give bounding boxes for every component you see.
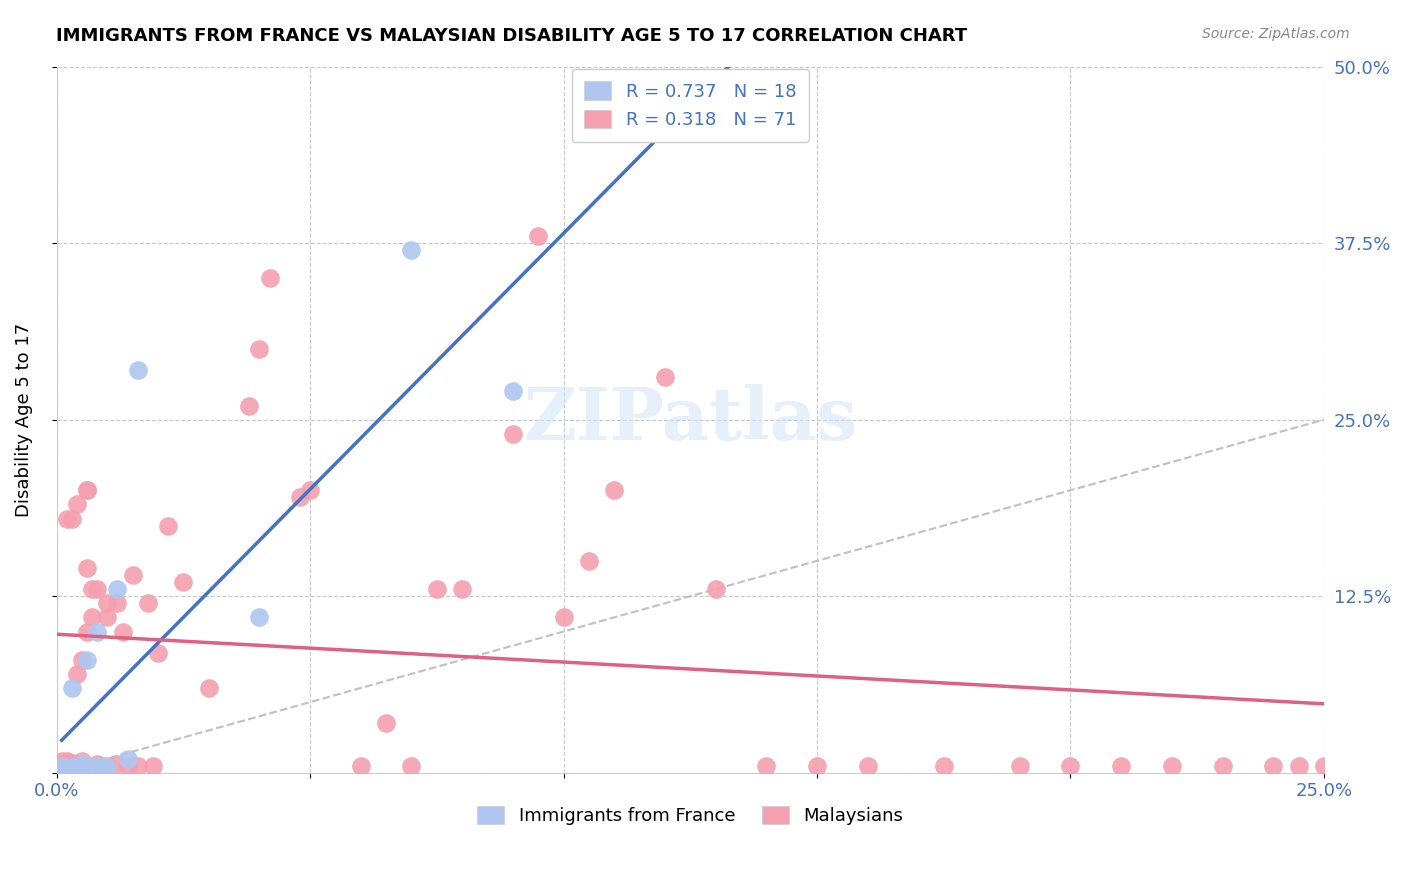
Point [1313,758,1336,772]
Point [197,681,219,695]
Point [127,758,149,772]
Point [96,610,118,624]
Point [96,758,118,772]
Point [299,483,322,498]
Point [86,582,108,596]
Point [117,758,139,772]
Point [527,229,550,244]
Point [1008,758,1031,772]
Point [157,518,180,533]
Point [60,758,83,772]
Point [401,758,423,772]
Point [70,757,93,772]
Point [82,610,104,624]
Point [121,568,143,582]
Point [76,653,98,667]
Point [603,483,626,498]
Point [426,582,449,596]
Point [111,624,134,639]
Point [932,758,955,772]
Point [96,760,118,774]
Point [142,758,165,772]
Point [107,582,129,596]
Legend: Immigrants from France, Malaysians: Immigrants from France, Malaysians [468,797,912,834]
Point [91,758,114,772]
Point [127,363,149,377]
Point [51,758,73,772]
Point [86,624,108,639]
Point [259,271,281,285]
Point [107,596,129,610]
Point [806,758,828,772]
Point [856,758,879,772]
Point [578,554,600,568]
Point [553,610,575,624]
Point [60,760,83,774]
Point [66,758,89,772]
Point [70,653,93,667]
Point [82,758,104,772]
Point [136,596,159,610]
Point [86,757,108,772]
Point [288,491,311,505]
Text: Source: ZipAtlas.com: Source: ZipAtlas.com [1202,27,1350,41]
Point [70,762,93,776]
Point [55,757,77,772]
Point [60,511,83,525]
Point [502,384,524,399]
Point [51,757,73,772]
Point [1263,758,1285,772]
Point [107,757,129,772]
Point [51,758,73,772]
Point [60,757,83,772]
Point [238,399,260,413]
Point [55,511,77,525]
Point [117,751,139,765]
Y-axis label: Disability Age 5 to 17: Disability Age 5 to 17 [15,323,32,516]
Point [1288,758,1310,772]
Point [350,758,373,772]
Point [66,497,89,511]
Point [51,756,73,770]
Point [76,483,98,498]
Point [82,582,104,596]
Point [654,370,676,384]
Text: ZIPatlas: ZIPatlas [523,384,858,455]
Point [247,610,270,624]
Point [375,716,398,731]
Point [70,755,93,769]
Point [96,596,118,610]
Point [60,756,83,770]
Point [55,756,77,770]
Point [70,758,93,772]
Point [66,666,89,681]
Point [1059,758,1081,772]
Point [76,561,98,575]
Point [51,755,73,769]
Point [401,243,423,257]
Point [76,624,98,639]
Point [51,758,73,772]
Point [1212,758,1234,772]
Point [247,342,270,356]
Point [146,646,169,660]
Point [1109,758,1132,772]
Point [1160,758,1182,772]
Point [704,582,727,596]
Point [76,483,98,498]
Text: IMMIGRANTS FROM FRANCE VS MALAYSIAN DISABILITY AGE 5 TO 17 CORRELATION CHART: IMMIGRANTS FROM FRANCE VS MALAYSIAN DISA… [56,27,967,45]
Point [55,762,77,776]
Point [55,755,77,769]
Point [172,575,194,590]
Point [451,582,474,596]
Point [55,758,77,772]
Point [755,758,778,772]
Point [502,426,524,441]
Point [60,681,83,695]
